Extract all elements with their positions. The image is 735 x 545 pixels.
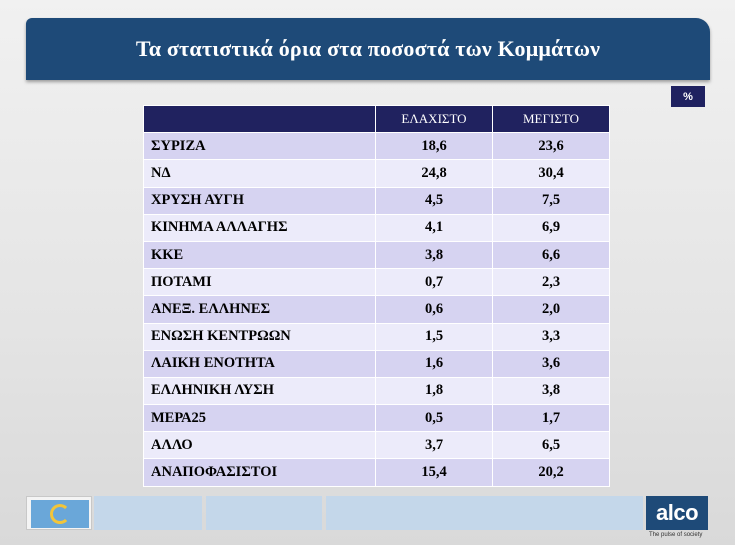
max-value: 20,2	[492, 458, 610, 487]
max-value: 2,0	[492, 295, 610, 324]
max-value: 3,8	[492, 376, 610, 406]
party-cell: ΝΔ	[143, 159, 376, 188]
party-cell: ΑΝΕΞ. ΕΛΛΗΝΕΣ	[143, 295, 376, 324]
min-value: 0,7	[375, 268, 493, 297]
title-bar: Τα στατιστικά όρια στα ποσοστά των Κομμά…	[26, 18, 710, 80]
table-row: ΚΙΝΗΜΑ ΑΛΛΑΓΗΣ 4,1 6,9	[143, 213, 610, 242]
footer-segment	[206, 496, 322, 530]
party-cell: ΑΝΑΠΟΦΑΣΙΣΤΟΙ	[143, 458, 376, 487]
alco-logo: alco	[646, 496, 708, 530]
header-party	[143, 104, 376, 134]
table-header-row: ΕΛΑΧΙΣΤΟ ΜΕΓΙΣΤΟ	[143, 104, 610, 134]
min-value: 4,1	[375, 213, 493, 242]
table-row: ΧΡΥΣΗ ΑΥΓΗ 4,5 7,5	[143, 186, 610, 215]
results-table: ΕΛΑΧΙΣΤΟ ΜΕΓΙΣΤΟ ΣΥΡΙΖΑ 18,6 23,6 ΝΔ 24,8 30,…	[143, 104, 610, 487]
min-value: 1,8	[375, 376, 493, 406]
max-value: 2,3	[492, 268, 610, 297]
party-cell: ΣΥΡΙΖΑ	[143, 132, 376, 161]
footer-segment	[94, 496, 202, 530]
max-value: 7,5	[492, 186, 610, 215]
page-title: Τα στατιστικά όρια στα ποσοστά των Κομμά…	[135, 36, 601, 61]
table-row: ΕΛΛΗΝΙΚΗ ΛΥΣΗ 1,8 3,8	[143, 376, 610, 406]
party-cell: ΠΟΤΑΜΙ	[143, 268, 376, 297]
party-cell: ΜΕΡΑ25	[143, 404, 376, 433]
party-cell: ΚΙΝΗΜΑ ΑΛΛΑΓΗΣ	[143, 213, 376, 242]
footer-logo-segment	[26, 496, 92, 530]
header-max: ΜΕΓΙΣΤΟ	[492, 104, 610, 134]
min-value: 24,8	[375, 159, 493, 188]
table-row: ΑΝΕΞ. ΕΛΛΗΝΕΣ 0,6 2,0	[143, 295, 610, 324]
unit-badge: %	[671, 86, 705, 107]
min-value: 1,6	[375, 349, 493, 378]
max-value: 6,9	[492, 213, 610, 242]
footer-strip	[26, 496, 643, 530]
max-value: 3,3	[492, 322, 610, 351]
alco-tagline: The pulse of society	[649, 532, 703, 538]
table-row: ΣΥΡΙΖΑ 18,6 23,6	[143, 132, 610, 161]
min-value: 15,4	[375, 458, 493, 487]
table-row: ΛΑΙΚΗ ΕΝΟΤΗΤΑ 1,6 3,6	[143, 349, 610, 378]
party-cell: ΑΛΛΟ	[143, 431, 376, 460]
table-row: ΜΕΡΑ25 0,5 1,7	[143, 404, 610, 433]
table-row: ΠΟΤΑΜΙ 0,7 2,3	[143, 268, 610, 297]
header-min: ΕΛΑΧΙΣΤΟ	[375, 104, 493, 134]
table-row: ΝΔ 24,8 30,4	[143, 159, 610, 188]
party-cell: ΚΚΕ	[143, 240, 376, 270]
min-value: 18,6	[375, 132, 493, 161]
party-cell: ΕΝΩΣΗ ΚΕΝΤΡΩΩΝ	[143, 322, 376, 351]
min-value: 3,8	[375, 240, 493, 270]
table-row: ΚΚΕ 3,8 6,6	[143, 240, 610, 270]
footer-segment	[326, 496, 643, 530]
table-row: ΑΝΑΠΟΦΑΣΙΣΤΟΙ 15,4 20,2	[143, 458, 610, 487]
party-cell: ΛΑΙΚΗ ΕΝΟΤΗΤΑ	[143, 349, 376, 378]
max-value: 6,6	[492, 240, 610, 270]
min-value: 4,5	[375, 186, 493, 215]
max-value: 30,4	[492, 159, 610, 188]
table-row: ΕΝΩΣΗ ΚΕΝΤΡΩΩΝ 1,5 3,3	[143, 322, 610, 351]
table-body: ΣΥΡΙΖΑ 18,6 23,6 ΝΔ 24,8 30,4 ΧΡΥΣΗ ΑΥΓΗ 4,5 7,5…	[143, 132, 610, 487]
max-value: 23,6	[492, 132, 610, 161]
min-value: 3,7	[375, 431, 493, 460]
table-row: ΑΛΛΟ 3,7 6,5	[143, 431, 610, 460]
ring-icon	[50, 504, 70, 524]
min-value: 0,6	[375, 295, 493, 324]
max-value: 1,7	[492, 404, 610, 433]
min-value: 0,5	[375, 404, 493, 433]
channel-logo	[31, 500, 89, 528]
min-value: 1,5	[375, 322, 493, 351]
max-value: 6,5	[492, 431, 610, 460]
max-value: 3,6	[492, 349, 610, 378]
party-cell: ΕΛΛΗΝΙΚΗ ΛΥΣΗ	[143, 376, 376, 406]
party-cell: ΧΡΥΣΗ ΑΥΓΗ	[143, 186, 376, 215]
